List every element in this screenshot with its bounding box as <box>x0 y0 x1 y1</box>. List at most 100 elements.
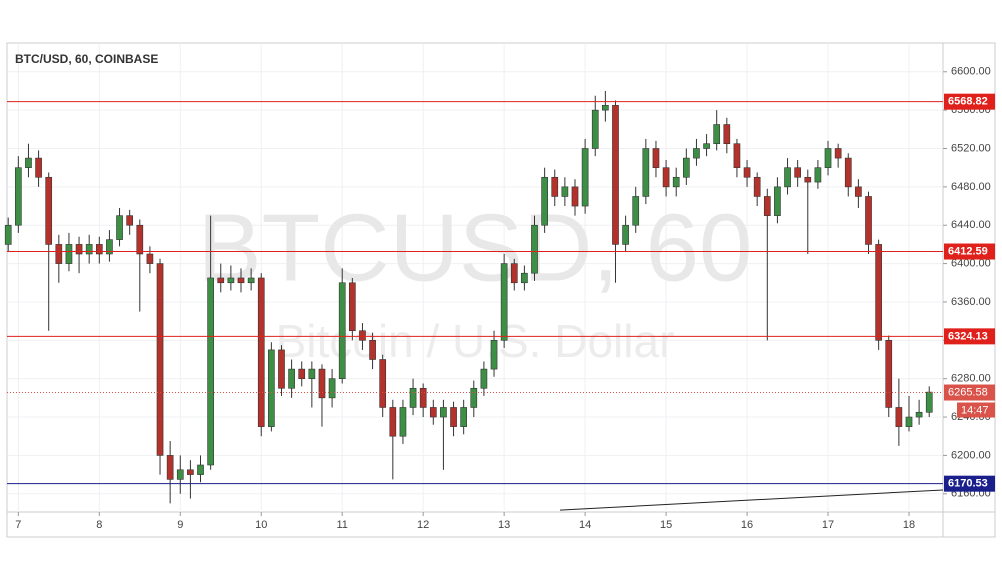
candle-body <box>369 340 376 360</box>
candle-body <box>95 244 103 255</box>
candle-body <box>622 224 629 245</box>
candle-body <box>359 330 366 341</box>
candle-body <box>723 124 731 145</box>
candle-body <box>753 176 761 197</box>
candle-body <box>905 416 913 427</box>
y-tick-label: 6400.00 <box>951 257 991 269</box>
candle-body <box>116 215 123 240</box>
candle-body <box>14 167 22 226</box>
level-label: 6412.59 <box>948 245 988 257</box>
candle-body <box>865 196 872 245</box>
candle-body <box>804 176 812 183</box>
candle-body <box>855 186 862 197</box>
level-label-bg <box>944 328 995 345</box>
candle-body <box>55 244 63 264</box>
level-label-bg <box>944 243 995 260</box>
candle-body <box>379 359 387 408</box>
level-label-bg <box>944 93 995 110</box>
candle-body <box>156 263 164 456</box>
candle-body <box>682 157 690 178</box>
candle-body <box>217 277 225 284</box>
y-tick-label: 6360.00 <box>951 296 991 308</box>
candle-body <box>703 143 710 149</box>
candle-body <box>247 277 255 284</box>
candle-body <box>419 387 427 408</box>
candle-body <box>237 277 245 284</box>
candle-body <box>187 469 194 475</box>
candle-body <box>126 215 134 226</box>
candle-body <box>774 186 781 216</box>
candle-body <box>257 277 265 427</box>
candle-body <box>743 167 751 178</box>
candle-body <box>713 124 721 145</box>
y-tick-label: 6520.00 <box>951 142 991 154</box>
candle-body <box>642 148 650 197</box>
level-label-bg <box>944 475 995 492</box>
candle-body <box>207 277 214 466</box>
candle-body <box>197 464 204 475</box>
y-tick-label: 6480.00 <box>951 181 991 193</box>
x-tick-label: 9 <box>177 519 183 531</box>
candle-body <box>440 407 447 418</box>
candle-body <box>612 105 619 245</box>
watermark: BTCUSD, 60 <box>198 194 753 301</box>
candle-body <box>409 387 417 408</box>
x-tick-label: 13 <box>498 519 510 531</box>
x-tick-label: 11 <box>337 519 348 531</box>
x-tick-label: 12 <box>417 519 429 531</box>
y-tick-label: 6440.00 <box>951 219 991 231</box>
current-price-label: 6265.58 <box>948 386 988 398</box>
y-tick-label: 6600.00 <box>951 66 991 78</box>
candle-body <box>490 340 498 370</box>
candle-body <box>470 387 478 408</box>
candle-body <box>551 176 559 197</box>
candle-body <box>45 176 53 245</box>
candle-body <box>176 469 184 480</box>
candle-body <box>146 253 154 264</box>
candle-body <box>541 176 548 226</box>
candle-body <box>834 148 842 159</box>
candle-body <box>318 368 326 399</box>
y-tick-label: 6280.00 <box>951 373 991 385</box>
candle-body <box>429 407 437 418</box>
candle-body <box>531 224 538 274</box>
candle-body <box>895 407 903 427</box>
candle-body <box>298 368 306 379</box>
chart-title: BTC/USD, 60, COINBASE <box>15 52 158 66</box>
candle-body <box>824 148 832 168</box>
candle-body <box>571 186 579 207</box>
x-tick-label: 8 <box>96 519 102 531</box>
candle-body <box>693 148 700 159</box>
candle-body <box>389 407 397 437</box>
x-tick-label: 14 <box>579 519 591 531</box>
candle-body <box>925 391 933 413</box>
candle-body <box>844 157 852 188</box>
x-tick-label: 7 <box>15 519 21 531</box>
countdown-label-bg <box>957 402 995 418</box>
x-tick-label: 15 <box>660 519 672 531</box>
candle-body <box>288 368 295 389</box>
level-label: 6324.13 <box>948 330 988 342</box>
candle-body <box>662 167 670 188</box>
candle-body <box>591 109 599 149</box>
trendline <box>559 489 944 511</box>
candle-body <box>875 244 882 341</box>
y-tick-label: 6200.00 <box>951 449 991 461</box>
x-tick-label: 10 <box>255 519 267 531</box>
candle-body <box>885 340 893 408</box>
candle-body <box>450 407 457 427</box>
candle-body <box>460 407 468 427</box>
candle-body <box>733 143 741 168</box>
candle-body <box>328 378 336 399</box>
candle-body <box>521 272 528 284</box>
chart-frame <box>6 42 996 538</box>
candle-body <box>308 368 316 379</box>
x-tick-label: 18 <box>903 519 915 531</box>
x-tick-label: 17 <box>822 519 834 531</box>
candle-body <box>75 244 83 255</box>
candle-body <box>915 411 923 418</box>
candle-body <box>227 277 235 284</box>
candle-body <box>166 455 174 480</box>
candle-body <box>85 244 93 255</box>
